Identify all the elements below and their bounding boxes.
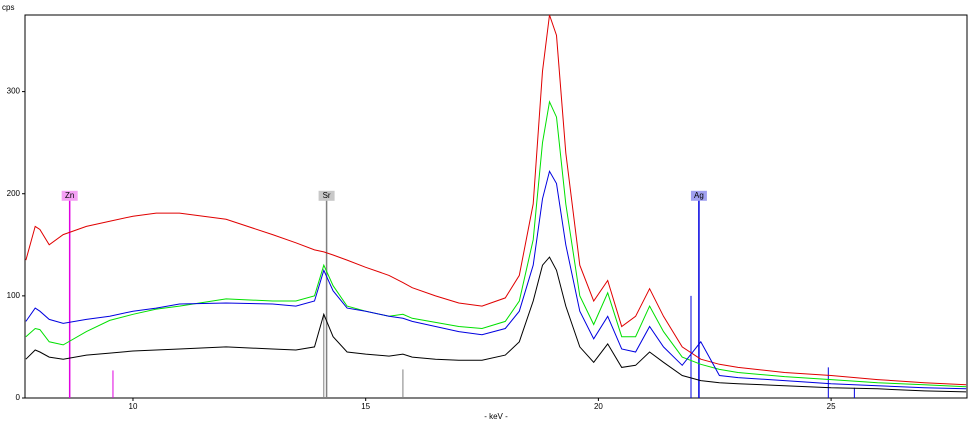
element-label: Ag [694, 191, 704, 200]
element-label: Zn [65, 191, 74, 200]
y-tick-label: 300 [7, 87, 21, 96]
spectrum-line [25, 100, 967, 388]
spectrum-line [25, 256, 967, 393]
element-label: Sr [323, 191, 331, 200]
spectrum-line [25, 169, 967, 390]
x-tick-label: 10 [129, 402, 138, 411]
x-tick-label: 20 [594, 402, 603, 411]
x-tick-label: 15 [361, 402, 370, 411]
y-tick-label: 200 [7, 189, 21, 198]
y-tick-label: 100 [7, 291, 21, 300]
plot-frame [24, 14, 968, 399]
x-axis-label: - keV - [484, 412, 508, 421]
element-label-box [690, 190, 707, 201]
spectrum-line [25, 14, 967, 386]
element-label-box [61, 190, 78, 201]
x-tick-label: 25 [827, 402, 836, 411]
y-tick-label: 0 [16, 393, 21, 402]
y-axis-label: cps [2, 3, 14, 12]
element-label-box [318, 190, 335, 201]
